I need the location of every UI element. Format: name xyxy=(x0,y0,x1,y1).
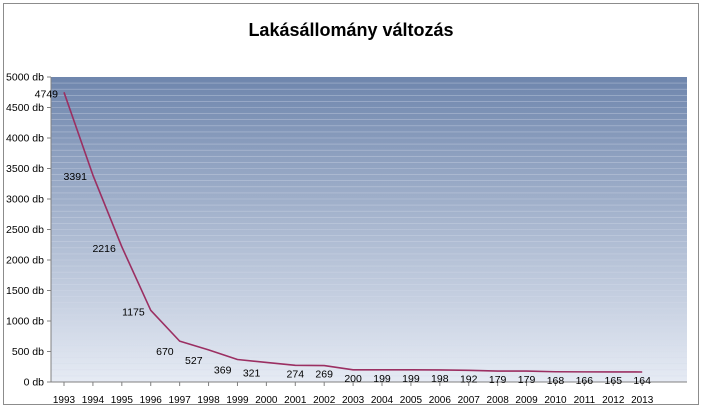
y-tick-label: 4000 db xyxy=(6,133,44,145)
x-tick-label: 1998 xyxy=(197,395,220,406)
data-label: 369 xyxy=(214,364,232,376)
y-tick-label: 4500 db xyxy=(6,102,44,114)
x-tick-label: 2002 xyxy=(313,395,336,406)
data-label: 269 xyxy=(315,369,333,381)
chart-title: Lakásállomány változás xyxy=(248,20,453,40)
x-tick-label: 2004 xyxy=(371,395,394,406)
y-tick-label: 5000 db xyxy=(6,72,44,84)
y-tick-label: 1000 db xyxy=(6,316,44,328)
data-label: 168 xyxy=(547,375,565,387)
data-label: 1175 xyxy=(122,306,145,318)
data-label: 3391 xyxy=(64,171,88,183)
data-label: 321 xyxy=(243,367,261,379)
data-label: 199 xyxy=(402,373,420,385)
x-tick-label: 2000 xyxy=(255,395,278,406)
data-label: 2216 xyxy=(92,243,116,255)
x-tick-label: 2013 xyxy=(631,395,654,406)
data-label: 166 xyxy=(576,375,594,387)
x-tick-label: 2003 xyxy=(342,395,365,406)
y-tick-label: 3500 db xyxy=(6,163,44,175)
y-tick-label: 2000 db xyxy=(6,255,44,267)
x-tick-label: 1996 xyxy=(140,395,163,406)
data-label: 179 xyxy=(489,374,507,386)
x-tick-label: 2006 xyxy=(429,395,452,406)
x-tick-label: 1993 xyxy=(53,395,76,406)
y-tick-label: 2500 db xyxy=(6,224,44,236)
y-axis-ticks: 0 db 500 db 1000 db 1500 db 2000 db 2500 db 30… xyxy=(6,72,51,389)
x-tick-label: 2009 xyxy=(515,395,538,406)
x-tick-label: 2007 xyxy=(458,395,481,406)
y-tick-label: 1500 db xyxy=(6,285,44,297)
data-label: 4749 xyxy=(35,88,59,100)
y-tick-label: 500 db xyxy=(12,346,44,358)
data-label: 165 xyxy=(605,375,623,387)
x-tick-label: 2001 xyxy=(284,395,307,406)
data-label: 179 xyxy=(518,374,536,386)
x-tick-label: 2008 xyxy=(487,395,510,406)
y-tick-label: 3000 db xyxy=(6,194,44,206)
data-label: 200 xyxy=(344,373,362,385)
x-axis-ticks: 1993 1994 1995 1996 1997 1998 1999 2000 2001 2002… xyxy=(53,382,654,406)
x-tick-label: 1997 xyxy=(169,395,192,406)
x-tick-label: 2010 xyxy=(544,395,567,406)
data-label: 199 xyxy=(373,373,391,385)
data-label: 198 xyxy=(431,373,449,385)
grid-lines xyxy=(51,82,687,377)
data-label: 527 xyxy=(185,355,203,367)
series-line-group xyxy=(63,92,643,373)
data-label: 670 xyxy=(156,346,174,358)
data-label: 274 xyxy=(287,368,305,380)
x-tick-label: 2005 xyxy=(400,395,423,406)
data-labels: 4749 3391 2216 1175 670 527 369 321 274 269 200 199… xyxy=(35,88,651,387)
x-tick-label: 2012 xyxy=(602,395,625,406)
data-label: 164 xyxy=(633,375,651,387)
x-tick-label: 1994 xyxy=(82,395,105,406)
data-label: 192 xyxy=(460,373,478,385)
x-tick-label: 1999 xyxy=(226,395,249,406)
x-tick-label: 1995 xyxy=(111,395,134,406)
y-tick-label: 0 db xyxy=(24,377,45,389)
x-tick-label: 2011 xyxy=(574,395,596,406)
